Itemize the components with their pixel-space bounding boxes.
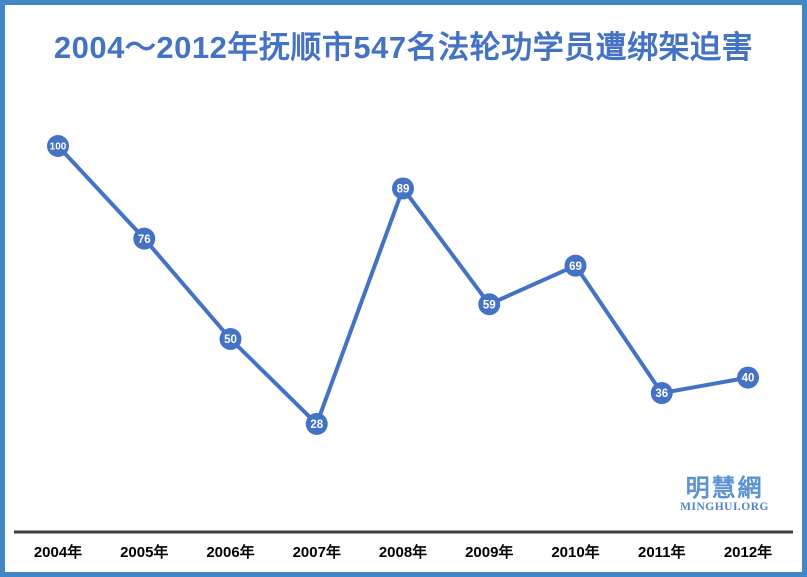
- data-point-marker: [650, 382, 673, 405]
- data-point-label: 69: [569, 261, 582, 273]
- data-point-marker: [478, 293, 501, 316]
- data-point-label: 40: [742, 373, 755, 385]
- data-point-label: 59: [483, 299, 496, 311]
- data-point-marker: [392, 177, 414, 200]
- data-point-label: 50: [224, 334, 237, 346]
- data-point-label: 36: [655, 388, 668, 400]
- data-point-label: 28: [310, 419, 323, 431]
- data-point-label: 100: [50, 142, 67, 153]
- data-point-marker: [305, 412, 328, 435]
- chart-title: 2004～2012年抚顺市547名法轮功学员遭绑架迫害: [53, 30, 754, 65]
- data-point-marker: [47, 135, 69, 157]
- data-point-marker: [737, 366, 759, 389]
- data-point-marker: [133, 227, 156, 250]
- data-point-label: 89: [397, 184, 410, 196]
- data-point-marker: [564, 254, 587, 277]
- data-point-label: 76: [138, 234, 151, 246]
- data-point-marker: [219, 328, 242, 350]
